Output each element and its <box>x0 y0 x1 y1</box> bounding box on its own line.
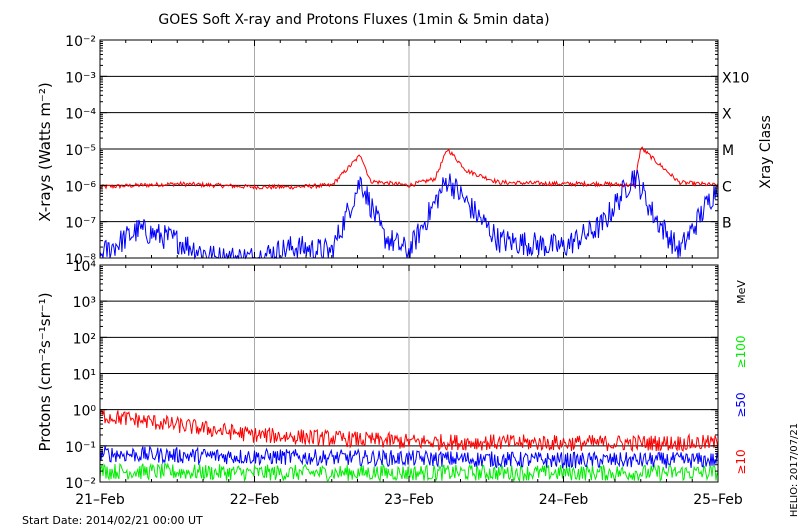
helio-stamp: HELIO: 2017/07/21 <box>789 423 800 517</box>
start-date-label: Start Date: 2014/02/21 00:00 UT <box>22 514 203 527</box>
y-tick-label: 10⁻⁸ <box>65 252 96 268</box>
y-tick-label: 10⁴ <box>73 259 97 275</box>
y-tick-label: 10⁻³ <box>65 70 96 86</box>
proton-series-≥10 <box>99 410 719 453</box>
xray-long-series <box>99 146 719 191</box>
proton-energy-label: ≥100 <box>734 336 748 369</box>
xray-class-label-c: C <box>722 179 732 195</box>
y-tick-label: 10⁻¹ <box>65 440 96 456</box>
x-tick-label: 24–Feb <box>539 492 589 508</box>
x-tick-label: 21–Feb <box>75 492 125 508</box>
proton-energy-label: ≥50 <box>734 392 748 417</box>
proton-series-≥100 <box>99 462 719 483</box>
xray-class-label-x: X <box>722 107 732 123</box>
y-tick-label: 10³ <box>73 295 96 311</box>
xray-y-axis-label: X-rays (Watts m⁻²) <box>36 82 54 221</box>
proton-y-axis-label: Protons (cm⁻²s⁻¹sr⁻¹) <box>36 292 54 451</box>
proton-series-≥50 <box>99 445 719 469</box>
xray-class-axis-label: Xray Class <box>758 115 774 189</box>
xray-class-label-m: M <box>722 143 734 159</box>
chart-title: GOES Soft X-ray and Protons Fluxes (1min… <box>158 12 549 28</box>
y-tick-label: 10⁻⁴ <box>65 107 96 123</box>
y-tick-label: 10² <box>73 331 96 347</box>
xray-class-label-x10: X10 <box>722 70 749 86</box>
y-tick-label: 10⁻⁵ <box>65 143 96 159</box>
panel-frame <box>99 264 719 483</box>
proton-energy-label: ≥10 <box>734 449 748 474</box>
y-tick-label: 10⁻² <box>65 476 96 492</box>
x-tick-label: 22–Feb <box>230 492 280 508</box>
y-tick-label: 10⁰ <box>73 404 97 420</box>
y-tick-label: 10¹ <box>73 368 96 384</box>
panel-frame <box>99 39 719 259</box>
y-tick-label: 10⁻⁷ <box>65 216 96 232</box>
x-tick-label: 25–Feb <box>693 492 743 508</box>
proton-energy-unit-label: MeV <box>735 280 748 304</box>
y-tick-label: 10⁻⁶ <box>65 179 96 195</box>
y-tick-label: 10⁻² <box>65 34 96 50</box>
xray-class-label-b: B <box>722 216 732 232</box>
x-tick-label: 23–Feb <box>384 492 434 508</box>
